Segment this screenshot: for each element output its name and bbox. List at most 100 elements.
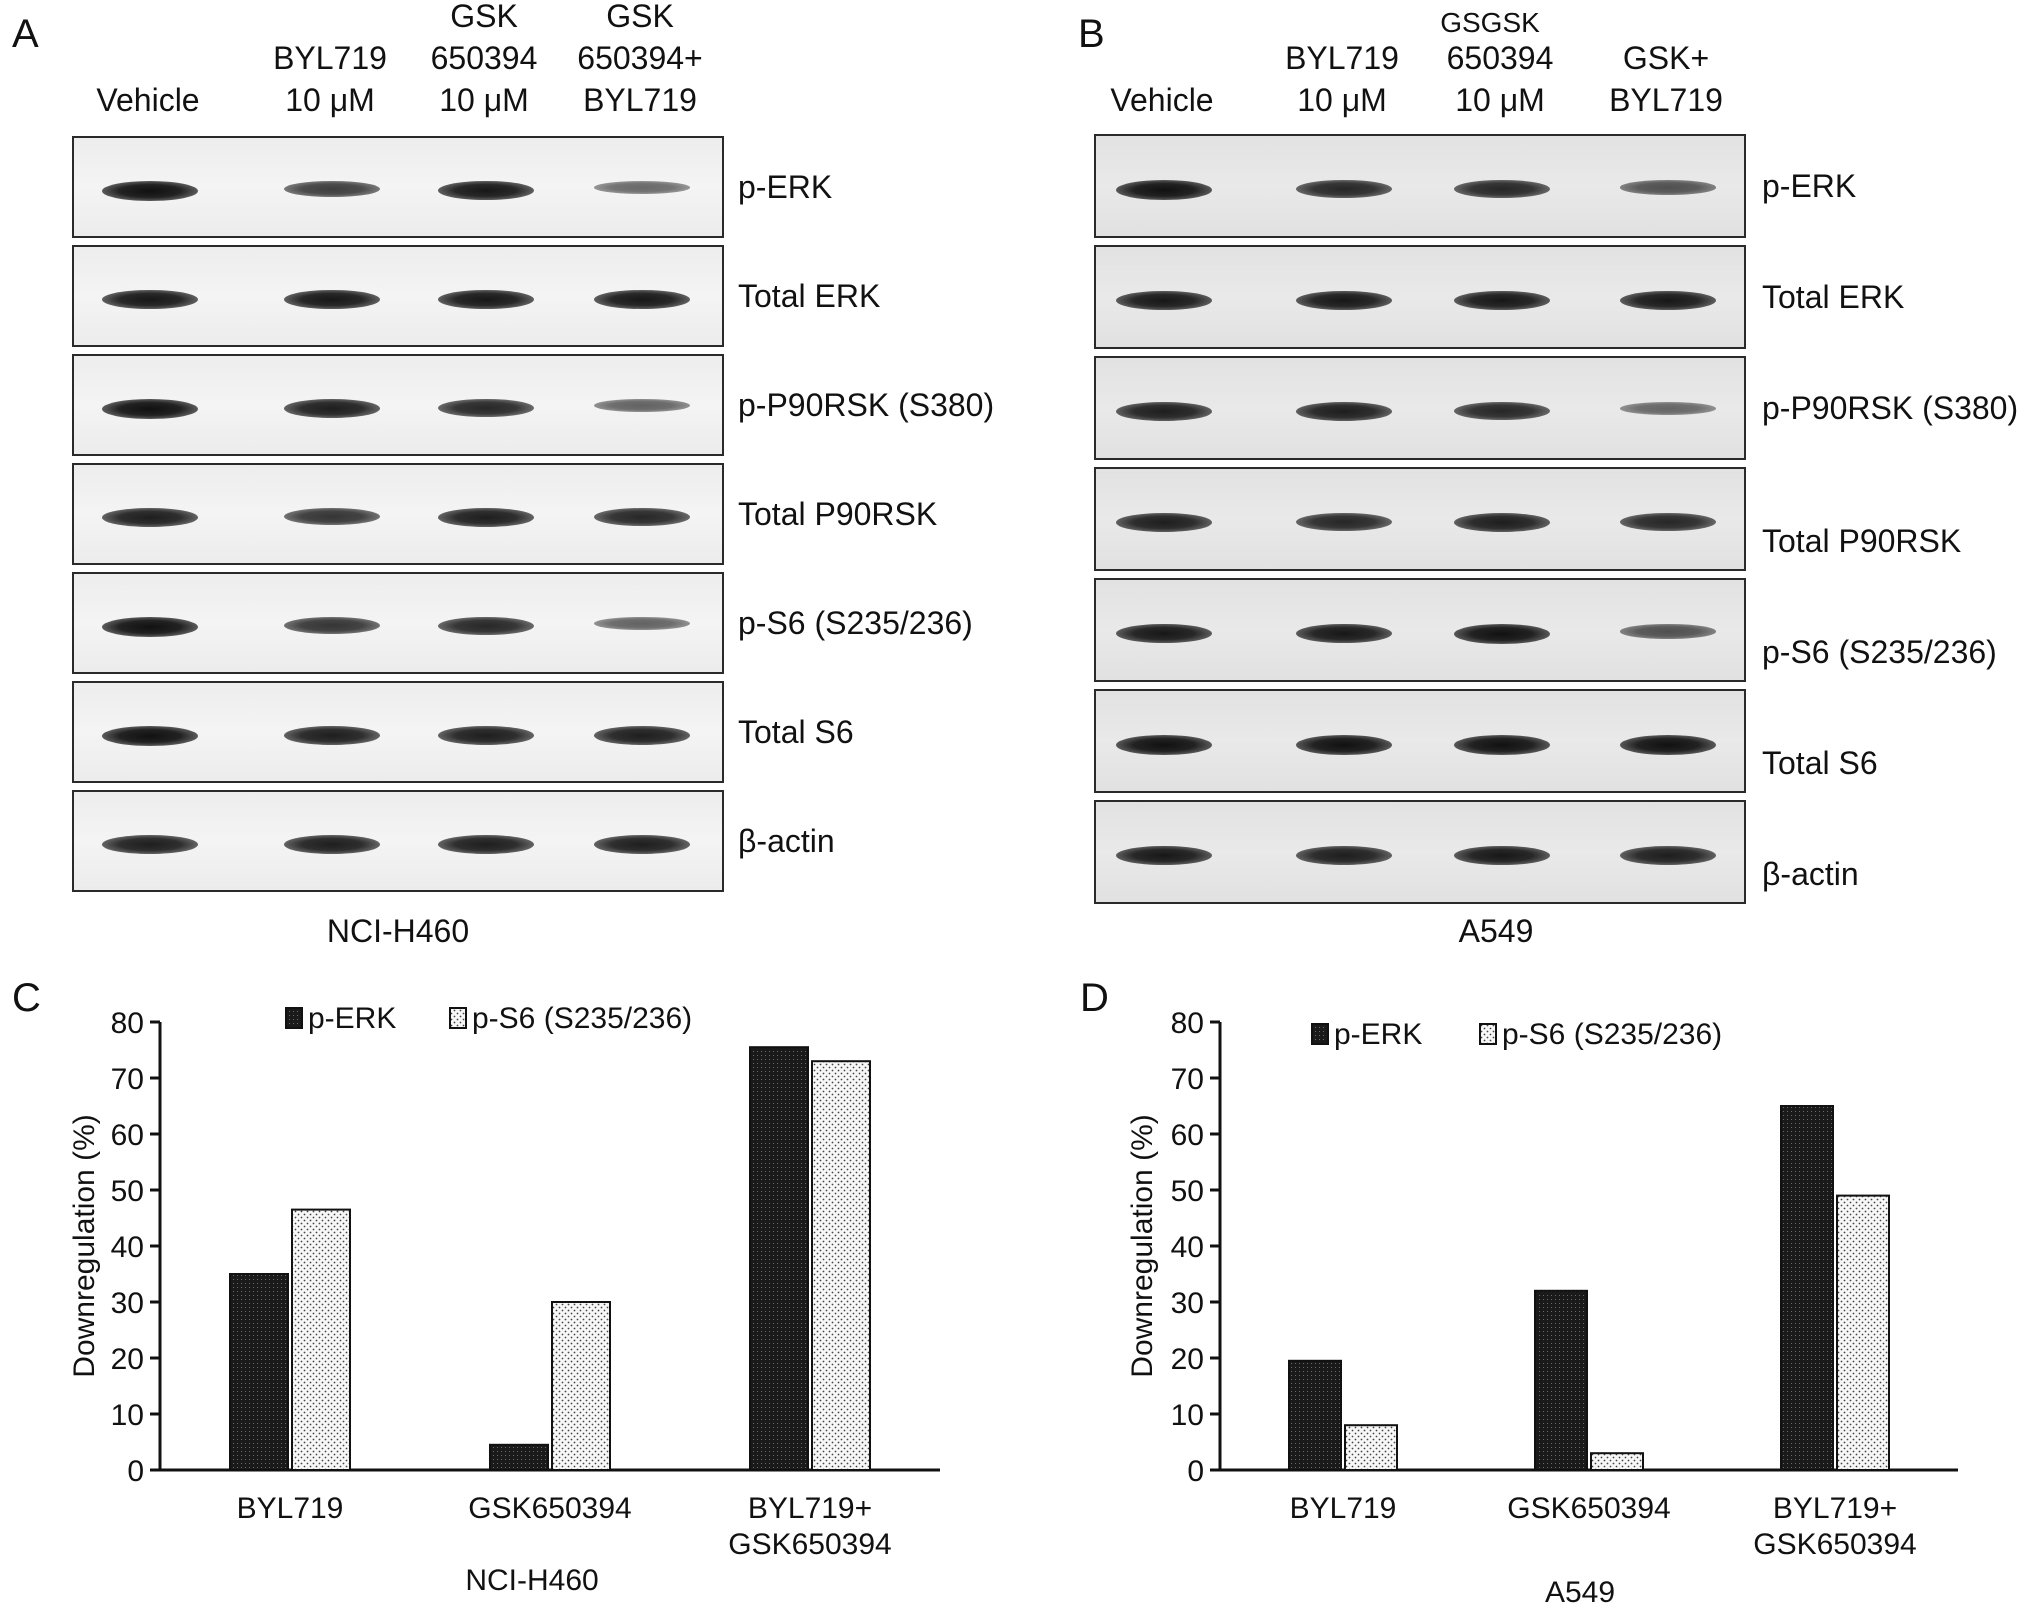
protein-band	[1454, 180, 1550, 199]
y-tick-label: 50	[1171, 1175, 1204, 1208]
protein-band	[1116, 513, 1212, 532]
protein-band	[594, 399, 690, 413]
panel-letter-c: C	[12, 976, 41, 1020]
y-axis-label: Downregulation (%)	[68, 1114, 101, 1377]
protein-band	[1620, 624, 1716, 639]
antibody-label: p-S6 (S235/236)	[1762, 634, 1997, 670]
bar-p-s6-2	[551, 1301, 611, 1471]
protein-band	[1620, 513, 1716, 532]
x-category-label: GSK650394	[1753, 1528, 1916, 1561]
blot-strip-6	[72, 681, 724, 783]
protein-band	[594, 726, 690, 745]
lane-header-2-line-1: BYL719	[1285, 40, 1399, 76]
y-tick-label: 40	[111, 1231, 144, 1264]
lane-header-4-line-3: BYL719	[583, 82, 697, 118]
x-category-label: GSK650394	[468, 1492, 631, 1525]
antibody-label: p-ERK	[1762, 168, 1857, 204]
protein-band	[1116, 402, 1212, 421]
antibody-label: p-P90RSK (S380)	[738, 387, 995, 423]
y-tick-label: 20	[111, 1343, 144, 1376]
y-tick-label: 80	[111, 1007, 144, 1040]
blot-strip-5	[1094, 578, 1746, 682]
blot-strip-1	[1094, 134, 1746, 238]
lane-header-2-line-2: 10 μM	[1297, 82, 1387, 118]
antibody-label: Total S6	[1762, 745, 1878, 781]
blot-strip-7	[72, 790, 724, 892]
bar-p-s6-3	[811, 1060, 871, 1471]
protein-band	[284, 726, 380, 745]
protein-band	[1620, 180, 1716, 195]
y-tick-label: 50	[111, 1175, 144, 1208]
panel-letter-a: A	[12, 12, 39, 56]
x-category-label: GSK650394	[728, 1528, 891, 1561]
chart-d-downregulation-a549: 0 10 20 30 40 50 60 70 80 Downregulation (%) BYL71…	[1126, 1007, 1958, 1609]
x-category-label: BYL719+	[1773, 1492, 1897, 1525]
antibody-label: β-actin	[738, 823, 835, 859]
panel-letter-b: B	[1078, 12, 1105, 56]
lane-header-4-line-1: GSK+	[1622, 40, 1710, 76]
protein-band	[1116, 291, 1212, 311]
protein-band	[438, 835, 534, 854]
protein-band	[102, 617, 198, 637]
blot-strip-2	[1094, 245, 1746, 349]
protein-band	[1296, 402, 1392, 421]
bar-p-erk-2	[489, 1443, 549, 1471]
y-tick-label: 10	[111, 1399, 144, 1432]
protein-band	[1620, 291, 1716, 311]
protein-band	[438, 726, 534, 745]
cell-line-label: A549	[1458, 913, 1534, 949]
y-axis-label: Downregulation (%)	[1126, 1114, 1159, 1377]
legend-swatch	[285, 1007, 303, 1029]
legend-label: p-ERK	[308, 1002, 396, 1035]
y-tick-label: 0	[127, 1455, 144, 1488]
bar-p-s6-3	[1836, 1194, 1890, 1471]
protein-band	[1116, 180, 1212, 200]
lane-header-1-line-1: Vehicle	[1110, 82, 1214, 118]
protein-band	[594, 835, 690, 854]
protein-band	[102, 508, 198, 527]
lane-header-3-line-2: 650394	[430, 40, 538, 76]
antibody-label: Total ERK	[1762, 279, 1905, 315]
panel-b-stray-header-text: GSGSK	[1440, 7, 1540, 38]
protein-band	[438, 399, 534, 418]
protein-band	[102, 290, 198, 310]
blot-strip-6	[1094, 689, 1746, 793]
protein-band	[1296, 846, 1392, 865]
lane-header-3-line-1: 650394	[1446, 40, 1554, 76]
protein-band	[438, 290, 534, 310]
protein-band	[1296, 624, 1392, 644]
panel-letter-d: D	[1080, 976, 1109, 1020]
y-tick-label: 60	[111, 1119, 144, 1152]
bar-p-erk-1	[1288, 1359, 1342, 1471]
bar-p-erk-2	[1534, 1289, 1588, 1471]
antibody-label: Total P90RSK	[738, 496, 938, 532]
protein-band	[438, 181, 534, 201]
protein-band	[102, 835, 198, 854]
antibody-label: Total ERK	[738, 278, 881, 314]
lane-header-4-line-1: GSK	[606, 0, 674, 34]
lane-header-4-line-2: BYL719	[1609, 82, 1723, 118]
protein-band	[102, 726, 198, 746]
bar-p-erk-3	[1780, 1105, 1834, 1471]
antibody-label: β-actin	[1762, 856, 1859, 892]
protein-band	[1620, 846, 1716, 865]
y-tick-label: 10	[1171, 1399, 1204, 1432]
protein-band	[594, 290, 690, 310]
chart-c-downregulation-nci-h460: 0 10 20 30 40 50 60 70 80 Downregulation (%) BYL71…	[68, 1002, 940, 1597]
bar-p-s6-2	[1590, 1452, 1644, 1472]
x-category-label: BYL719+	[748, 1492, 872, 1525]
protein-band	[284, 181, 380, 198]
antibody-label: p-S6 (S235/236)	[738, 605, 973, 641]
blot-strip-4	[1094, 467, 1746, 571]
protein-band	[1620, 402, 1716, 415]
protein-band	[1296, 180, 1392, 199]
legend-swatch	[449, 1007, 467, 1029]
lane-header-2-line-1: BYL719	[273, 40, 387, 76]
lane-header-1-line-1: Vehicle	[96, 82, 200, 118]
protein-band	[1116, 624, 1212, 644]
protein-band	[438, 617, 534, 636]
protein-band	[1454, 624, 1550, 644]
protein-band	[1296, 735, 1392, 755]
bar-p-erk-3	[749, 1046, 809, 1471]
protein-band	[284, 290, 380, 310]
